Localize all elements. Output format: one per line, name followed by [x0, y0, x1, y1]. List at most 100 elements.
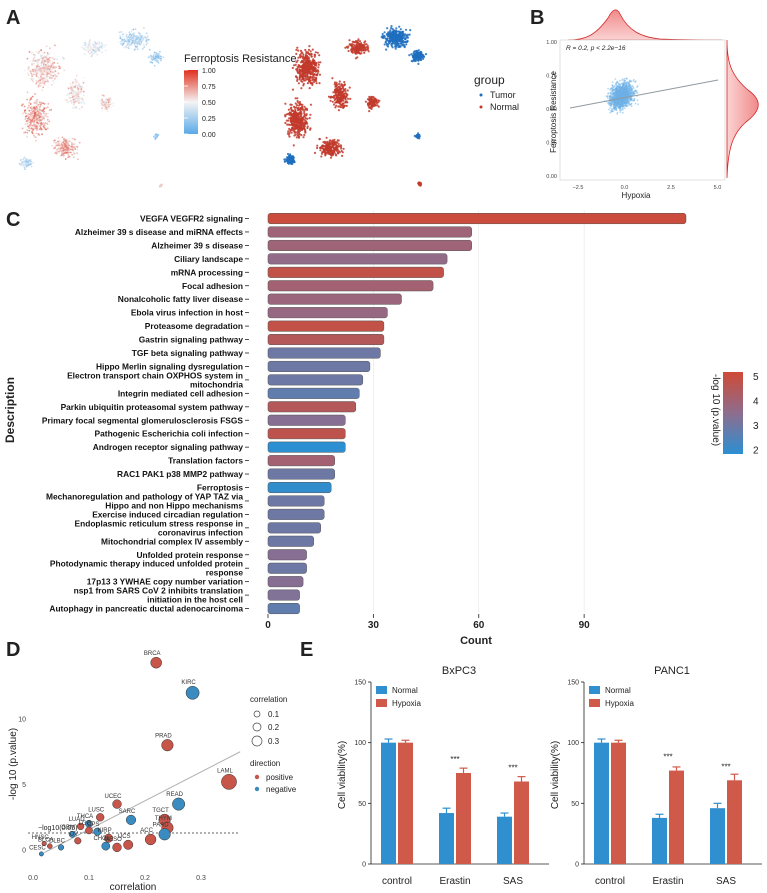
legend-size-large	[251, 735, 263, 747]
scatter-b-ytick: 0.75	[546, 74, 557, 80]
chart-d-point	[150, 656, 162, 669]
chart-e-legend-label: Hypoxia	[392, 699, 421, 708]
chart-c-xlabel: Count	[460, 635, 492, 647]
chart-c-xticks: 0 30 60 90	[265, 614, 590, 631]
chart-d-point	[57, 844, 65, 851]
chart-c-bar	[267, 535, 314, 547]
chart-c-bar	[267, 482, 332, 494]
chart-d-point	[96, 813, 105, 822]
scatter-b-ytick: 0.00	[546, 174, 557, 180]
chart-c-category-labels: VEGFA VEGFR2 signaling Alzheimer 39 s dis…	[42, 214, 249, 614]
chart-d-point	[47, 843, 53, 849]
chart-d-point-label: THCA	[77, 814, 93, 820]
chart-d-legend-color-title: direction	[250, 759, 280, 768]
panel-c: VEGFA VEGFR2 signaling Alzheimer 39 s dis…	[3, 210, 759, 647]
chart-c-bar	[267, 226, 472, 238]
chart-d-ytick: 10	[18, 717, 26, 724]
chart-c-category-label: Mitochondrial complex IV assembly	[101, 536, 243, 546]
chart-c-legend-tick: 2	[753, 446, 759, 457]
chart-c-bar	[267, 401, 357, 413]
chart-c-bar	[267, 213, 687, 225]
chart-c-category-label: Endoplasmic reticulum stress response in…	[75, 518, 244, 537]
chart-c-category-label: Electron transport chain OXPHOS system i…	[67, 370, 243, 389]
chart-d-point-label: PRAD	[155, 733, 172, 739]
chart-d-point	[76, 822, 85, 831]
scatter-b-xticks: −2.5 0.0 2.5 5.0	[573, 185, 722, 191]
chart-d-point	[125, 814, 137, 825]
chart-c-category-label: Primary focal segmental glomeruloscleros…	[42, 415, 243, 425]
scatter-b-xtick: 5.0	[714, 185, 722, 191]
chart-c-bar	[267, 253, 448, 265]
chart-d-yticks: 0 5 10	[18, 717, 26, 855]
legend-ferroptosis-tick: 0.75	[202, 84, 216, 91]
chart-c-legend-tick: 5	[753, 372, 759, 383]
chart-c-category-label: Proteasome degradation	[145, 321, 243, 331]
chart-e-ytick: 150	[354, 680, 366, 687]
chart-e-ytick: 100	[567, 740, 579, 747]
chart-e-legend-swatch	[589, 686, 600, 694]
chart-d-point-label: CHOL	[93, 836, 110, 842]
chart-d-point-label: PAAD	[153, 823, 170, 829]
chart-e-bar	[652, 817, 667, 864]
chart-c-category-label: Gastrin signaling pathway	[139, 335, 244, 345]
chart-c-category-label: Pathogenic Escherichia coli infection	[95, 429, 243, 439]
chart-d-point	[185, 685, 200, 700]
chart-d-point-label: TGCT	[152, 808, 169, 814]
chart-c-legend-ticks: 5 4 3 2	[753, 372, 759, 457]
chart-c-legend-title: -log 10 (p.value)	[710, 374, 721, 446]
chart-d-point	[221, 774, 237, 790]
legend-size-medium	[252, 722, 262, 732]
chart-e-category: control	[382, 876, 412, 887]
chart-e-bar	[497, 816, 512, 864]
chart-c-category-label: Hippo Merlin signaling dysregulation	[96, 361, 243, 371]
chart-d-point-label: GBM	[61, 825, 75, 831]
chart-e-bar	[710, 808, 725, 864]
chart-d-point	[74, 837, 82, 845]
chart-d-point	[144, 833, 157, 846]
chart-d-point-label: CESC	[29, 846, 46, 852]
chart-e-title: BxPC3	[442, 665, 476, 677]
scatter-b-xlabel: Hypoxia	[622, 191, 651, 200]
chart-d-point	[161, 739, 174, 752]
legend-tumor-dot	[479, 93, 483, 97]
chart-e-category: Erastin	[652, 876, 683, 887]
chart-d-point	[38, 851, 44, 857]
chart-d-point-label: SARC	[119, 809, 136, 815]
legend-ferroptosis-title: Ferroptosis Resistance	[184, 53, 297, 65]
chart-d-point-label: UCS	[118, 834, 131, 840]
legend-size-label-3: 0.3	[268, 737, 280, 746]
chart-d-legend-size-title: correlation	[250, 695, 287, 704]
chart-c-category-label: Androgen receptor signaling pathway	[93, 442, 244, 452]
chart-d-xtick: 0.1	[84, 875, 94, 882]
scatter-b-ytick: 0.25	[546, 141, 557, 147]
chart-d-frame	[28, 662, 238, 868]
chart-e-title: PANC1	[654, 665, 690, 677]
chart-d-point-label: LUSC	[88, 807, 105, 813]
chart-c-category-label: Photodynamic therapy induced unfolded pr…	[50, 559, 243, 578]
chart-c-category-label: Translation factors	[168, 456, 243, 466]
chart-c-category-label: Nonalcoholic fatty liver disease	[118, 294, 244, 304]
chart-e-ytick: 0	[575, 862, 579, 869]
chart-c-legend-tick: 4	[753, 397, 759, 408]
scatter-b-ytick: 0.50	[546, 107, 557, 113]
chart-e-panc1: PANC1 Cell viability(%) 0 50 100 150 control Er…	[550, 665, 762, 887]
chart-d-point	[93, 827, 102, 836]
legend-positive-label: positive	[266, 773, 294, 782]
chart-e-bar	[727, 780, 742, 864]
chart-e-bar	[514, 781, 529, 864]
chart-c-bar	[267, 589, 300, 601]
chart-c-xtick: 60	[473, 620, 485, 631]
chart-e-bar	[456, 773, 471, 864]
chart-c-category-label: Ebola virus infection in host	[131, 308, 243, 318]
chart-e-ylabel: Cell viability(%)	[550, 741, 561, 809]
legend-positive-dot	[254, 774, 260, 780]
legend-size-small	[253, 710, 261, 718]
scatter-b-fit	[569, 79, 719, 109]
chart-d-point-label: DLBC	[49, 839, 66, 845]
chart-c-bar	[267, 522, 321, 534]
chart-d-point-label: HNSC	[32, 835, 50, 841]
chart-e-significance: ***	[450, 755, 459, 764]
panel-letter-b: B	[530, 7, 544, 29]
density-top	[567, 9, 723, 41]
panel-b: R = 0.2, p < 2.2e−16 1.00 0.75 0.50 0.25 0.0…	[546, 9, 759, 200]
